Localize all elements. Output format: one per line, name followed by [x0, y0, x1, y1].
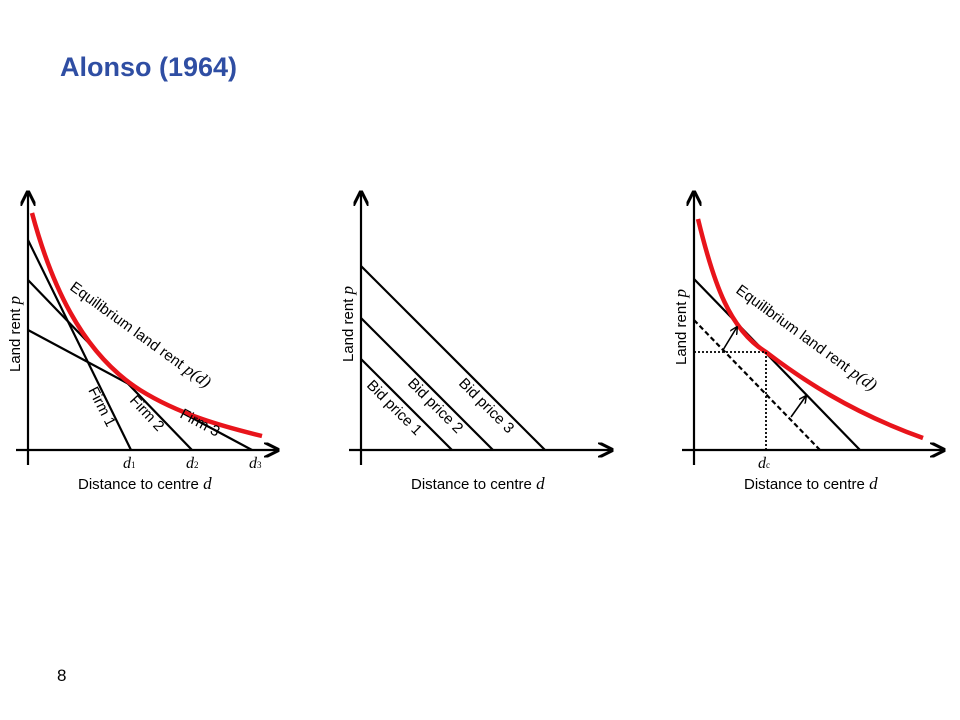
x-axis-label: Distance to centre d: [78, 474, 212, 493]
x-axis-label: Distance to centre d: [411, 474, 545, 493]
firm-2-label: Firm 2: [126, 392, 167, 435]
bid-rent-line: [693, 278, 861, 451]
equilibrium-rent-curve: [695, 218, 924, 441]
tick-d2: d2: [186, 455, 199, 472]
panel-equilibrium: Land rent p Distance to centre d Equilib…: [671, 192, 944, 493]
y-axis-label: Land rent p: [338, 286, 357, 362]
bid-price-3-label: Bid price 3: [455, 375, 517, 437]
panel-bid-prices: Land rent p Distance to centre d Bid pri…: [338, 192, 612, 493]
shift-arrow-upper: [722, 327, 737, 351]
y-axis-label: Land rent p: [5, 296, 24, 372]
shift-arrow-lower: [790, 396, 806, 418]
slide-title: Alonso (1964): [60, 52, 238, 82]
shifted-bid-rent-line: [693, 319, 821, 451]
bid-price-1-line: [360, 358, 453, 451]
tick-d3: d3: [249, 455, 262, 472]
panel-firms: Land rent p Distance to centre d Equilib…: [5, 192, 278, 493]
bid-price-2-line: [360, 317, 494, 451]
firm-1-label: Firm 1: [84, 384, 118, 430]
y-axis-label: Land rent p: [671, 289, 690, 365]
x-axis-label: Distance to centre d: [744, 474, 878, 493]
equilibrium-rent-curve: [29, 212, 263, 439]
firm-1-line: [27, 239, 132, 451]
curve-label: Equilibrium land rent p(d): [733, 280, 881, 395]
curve-label: Equilibrium land rent p(d): [67, 277, 215, 392]
tick-d1: d1: [123, 455, 136, 472]
page-number: 8: [57, 666, 67, 685]
firm-3-label: Firm 3: [177, 406, 223, 441]
bid-price-3-line: [360, 265, 546, 451]
tick-dc: dc: [758, 455, 770, 472]
